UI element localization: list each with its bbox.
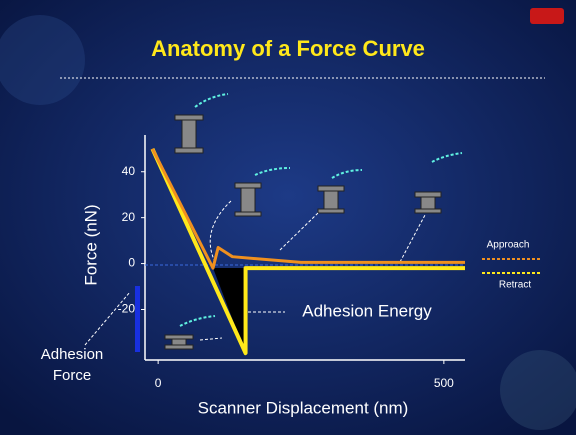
y-tick-label: 20 (122, 210, 136, 224)
slide-title: Anatomy of a Force Curve (151, 36, 425, 61)
legend-label: Approach (487, 240, 530, 251)
x-tick-label: 500 (434, 376, 454, 390)
y-tick-label: 40 (122, 164, 136, 178)
annotation: Adhesion Energy (302, 301, 432, 320)
annotation-line-1: Adhesion (41, 346, 104, 363)
slide: Anatomy of a Force Curve Adhesion Energy… (0, 0, 576, 435)
y-axis-label: Force (nN) (81, 204, 100, 285)
y-tick-label: 0 (128, 256, 135, 270)
legend-label: Retract (499, 280, 531, 291)
y-tick-label: -20 (118, 302, 136, 316)
x-tick-label: 0 (155, 376, 162, 390)
logo (530, 8, 564, 24)
adhesion-force-bar (135, 286, 140, 352)
x-axis-label: Scanner Displacement (nm) (198, 398, 409, 417)
page: {"chart_data": {"type": "line", "title":… (0, 0, 576, 435)
annotation-line-2: Force (53, 367, 91, 384)
